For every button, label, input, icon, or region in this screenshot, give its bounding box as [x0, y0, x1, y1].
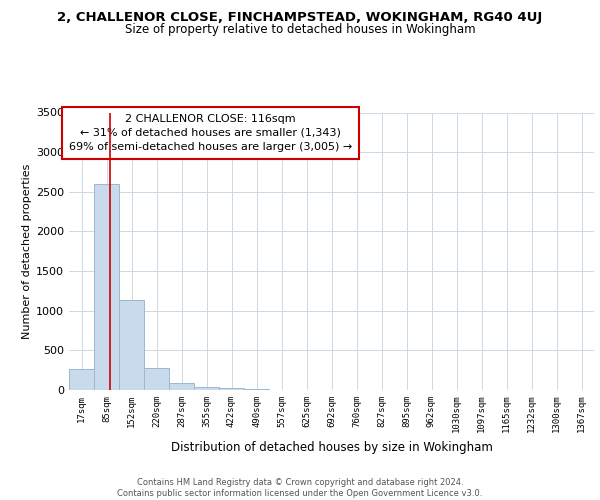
Bar [119, 300, 144, 390]
Bar [244, 389, 269, 390]
Text: Size of property relative to detached houses in Wokingham: Size of property relative to detached ho… [125, 22, 475, 36]
Bar [144, 368, 169, 390]
Bar [69, 368, 94, 390]
Text: Contains HM Land Registry data © Crown copyright and database right 2024.
Contai: Contains HM Land Registry data © Crown c… [118, 478, 482, 498]
Text: 2, CHALLENOR CLOSE, FINCHAMPSTEAD, WOKINGHAM, RG40 4UJ: 2, CHALLENOR CLOSE, FINCHAMPSTEAD, WOKIN… [58, 11, 542, 24]
Y-axis label: Number of detached properties: Number of detached properties [22, 164, 32, 339]
Bar [94, 184, 119, 390]
Bar [169, 384, 194, 390]
X-axis label: Distribution of detached houses by size in Wokingham: Distribution of detached houses by size … [170, 441, 493, 454]
Text: 2 CHALLENOR CLOSE: 116sqm
← 31% of detached houses are smaller (1,343)
69% of se: 2 CHALLENOR CLOSE: 116sqm ← 31% of detac… [69, 114, 352, 152]
Bar [219, 388, 244, 390]
Bar [194, 387, 219, 390]
